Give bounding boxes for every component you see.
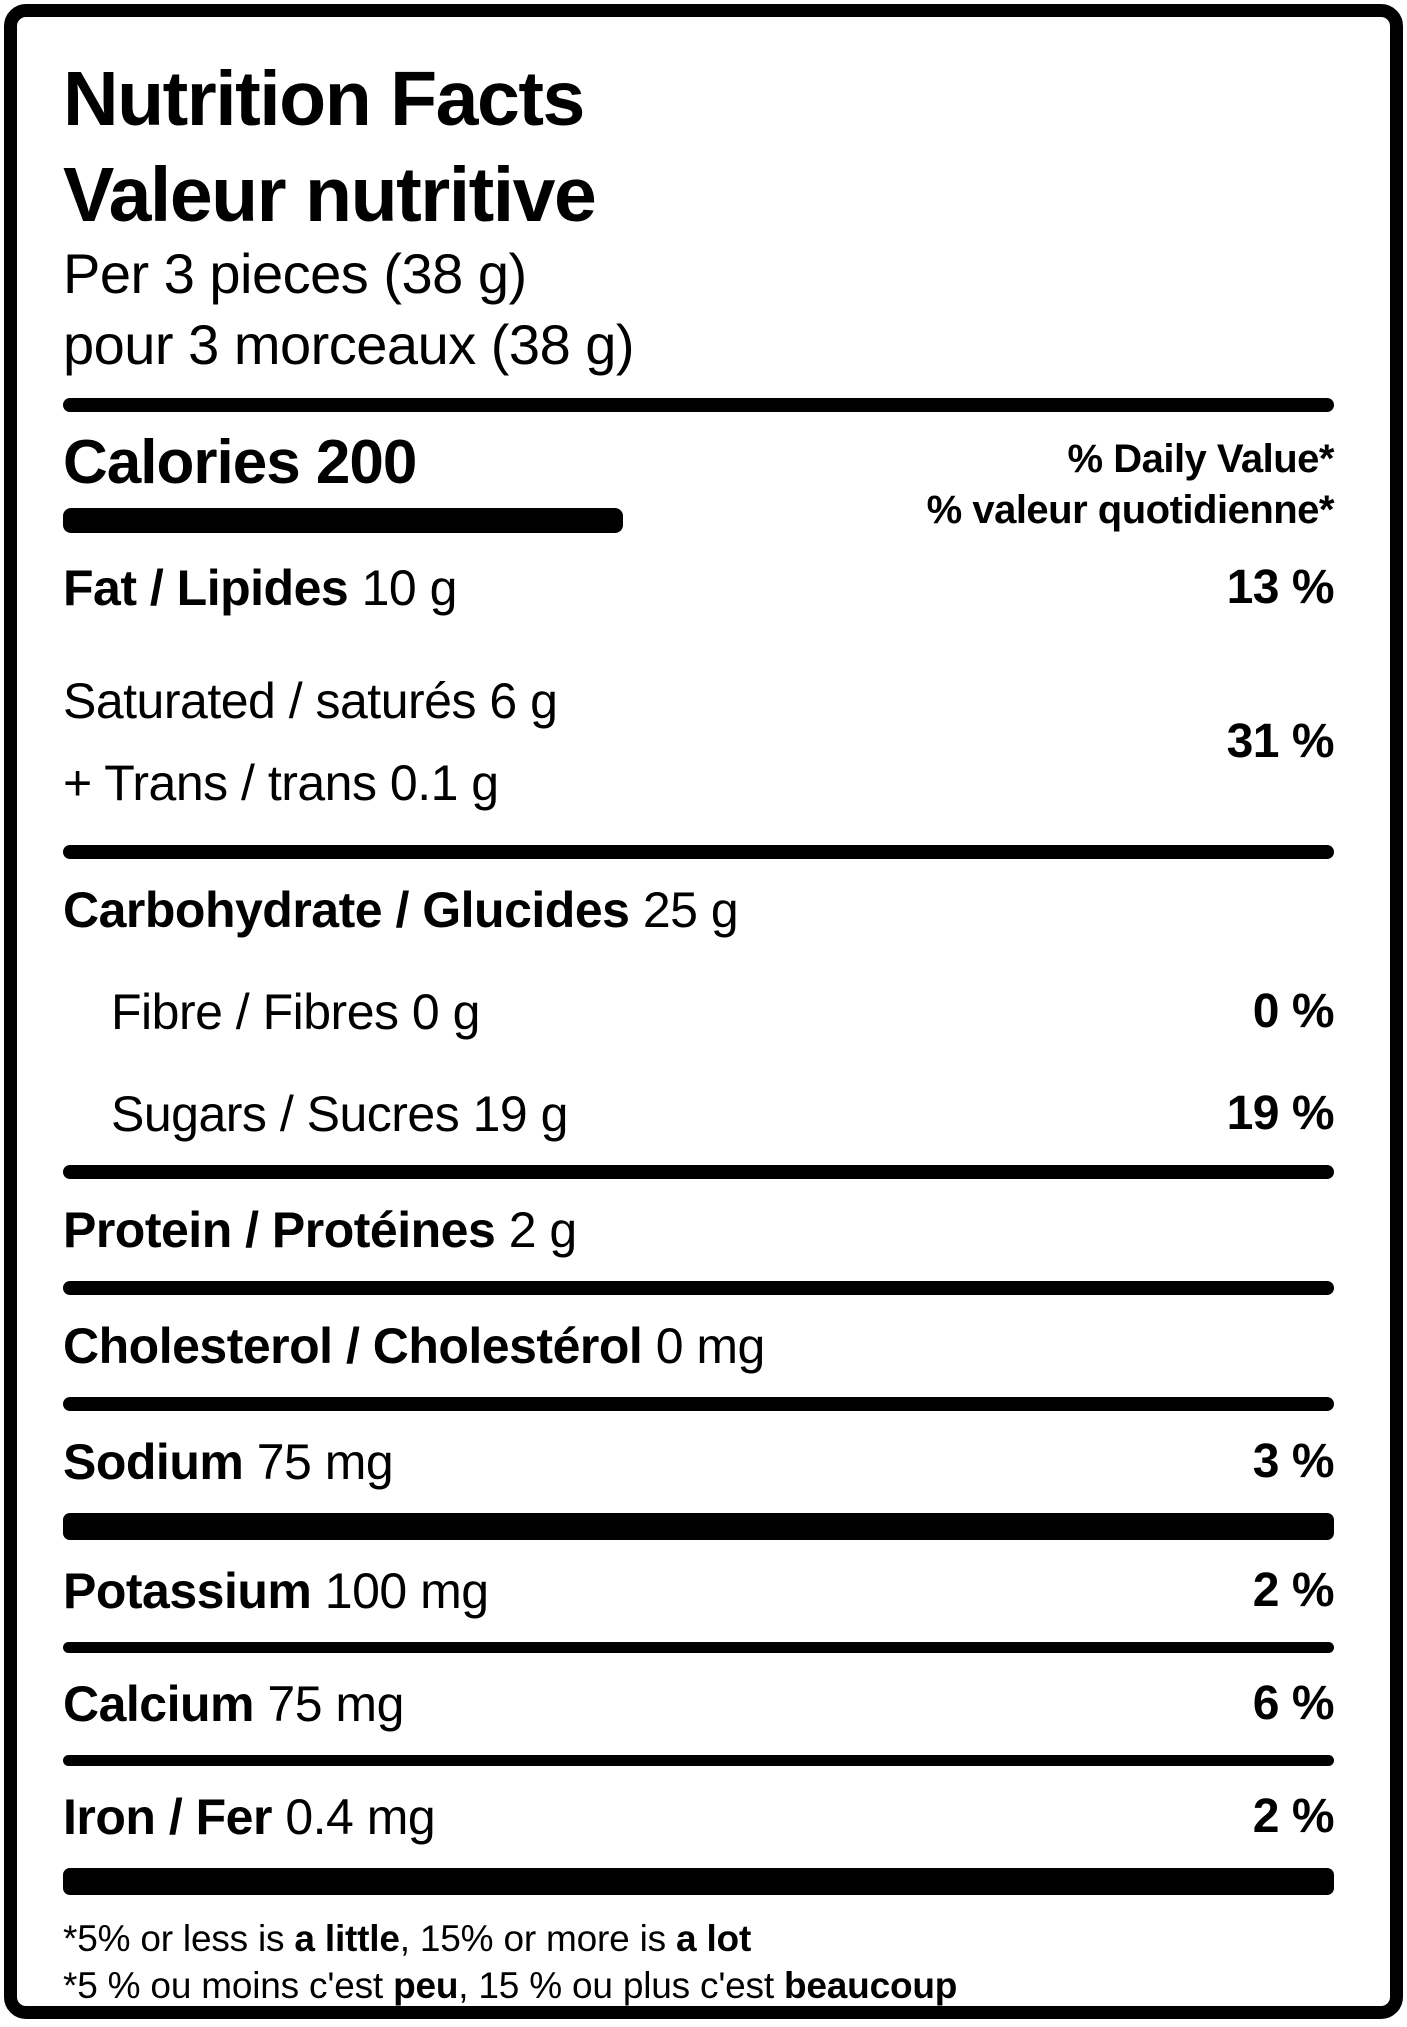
iron-percent: 2 % <box>1252 1790 1335 1843</box>
saturated-trans-percent: 31 % <box>1226 715 1335 768</box>
cholesterol-name: Cholesterol / Cholestérol <box>63 1317 643 1374</box>
footnote-fr-mid: , 15 % ou plus c'est <box>458 1964 785 2006</box>
trans-name: + Trans / trans <box>63 754 377 811</box>
sugars-amount: 19 g <box>472 1085 569 1142</box>
potassium-label: Potassium 100 mg <box>63 1561 489 1621</box>
protein-label: Protein / Protéines 2 g <box>63 1200 577 1260</box>
potassium-percent: 2 % <box>1252 1564 1335 1617</box>
divider-sodium-thick <box>63 1512 1334 1540</box>
fat-amount: 10 g <box>361 559 458 616</box>
saturated-trans-lines: Saturated / saturés 6 g + Trans / trans … <box>63 660 558 824</box>
title-en: Nutrition Facts <box>63 56 585 142</box>
row-calcium: Calcium 75 mg 6 % <box>63 1653 1335 1755</box>
saturated-amount: 6 g <box>489 672 558 729</box>
calories-text: Calories 200 <box>63 432 623 494</box>
fibre-percent: 0 % <box>1252 985 1335 1038</box>
footnote-en-bold2: a lot <box>676 1917 752 1959</box>
sugars-percent: 19 % <box>1226 1087 1335 1140</box>
protein-name: Protein / Protéines <box>63 1201 496 1258</box>
trans-amount: 0.1 g <box>389 754 499 811</box>
footnote: *5% or less is a little, 15% or more is … <box>63 1915 1334 2007</box>
footnote-fr-bold2: beaucoup <box>784 1964 958 2006</box>
footnote-fr-bold1: peu <box>393 1964 459 2006</box>
footnote-en-bold1: a little <box>294 1917 400 1959</box>
carbohydrate-amount: 25 g <box>642 881 739 938</box>
trans-label: + Trans / trans 0.1 g <box>63 742 557 824</box>
serving-size-fr: pour 3 morceaux (38 g) <box>63 313 635 377</box>
row-carbohydrate: Carbohydrate / Glucides 25 g <box>63 859 1334 961</box>
row-fibre: Fibre / Fibres 0 g 0 % <box>63 961 1335 1063</box>
nutrition-facts-label: Nutrition Facts Valeur nutritive Per 3 p… <box>4 4 1403 2019</box>
row-protein: Protein / Protéines 2 g <box>63 1179 1334 1281</box>
calories-block: Calories 200 <box>63 432 623 534</box>
footnote-fr: *5 % ou moins c'est peu, 15 % ou plus c'… <box>63 1962 1334 2006</box>
row-potassium: Potassium 100 mg 2 % <box>63 1540 1335 1642</box>
carbohydrate-name: Carbohydrate / Glucides <box>63 881 630 938</box>
divider-potassium <box>63 1641 1334 1653</box>
sodium-percent: 3 % <box>1252 1435 1335 1488</box>
fat-percent: 13 % <box>1226 561 1335 614</box>
saturated-label: Saturated / saturés 6 g <box>63 660 558 742</box>
title-fr: Valeur nutritive <box>63 151 597 238</box>
footnote-en-mid: , 15% or more is <box>399 1917 676 1959</box>
fibre-label: Fibre / Fibres 0 g <box>63 982 480 1042</box>
cholesterol-amount: 0 mg <box>655 1317 766 1374</box>
footnote-fr-pre: *5 % ou moins c'est <box>63 1964 394 2006</box>
protein-amount: 2 g <box>508 1201 578 1258</box>
fibre-amount: 0 g <box>411 983 481 1040</box>
sodium-label: Sodium 75 mg <box>63 1432 394 1492</box>
divider-iron-thick <box>63 1867 1334 1895</box>
sugars-label: Sugars / Sucres 19 g <box>63 1084 568 1144</box>
saturated-name: Saturated / saturés <box>63 672 476 729</box>
iron-amount: 0.4 mg <box>285 1788 436 1845</box>
daily-value-header-en: % Daily Value* <box>1067 437 1335 482</box>
potassium-name: Potassium <box>63 1562 312 1619</box>
iron-name: Iron / Fer <box>63 1788 272 1845</box>
carbohydrate-label: Carbohydrate / Glucides 25 g <box>63 880 739 940</box>
potassium-amount: 100 mg <box>324 1562 489 1619</box>
calories-label: Calories <box>63 428 301 498</box>
calories-value: 200 <box>315 428 417 498</box>
row-sodium: Sodium 75 mg 3 % <box>63 1411 1335 1513</box>
daily-value-header-fr: % valeur quotidienne* <box>926 488 1335 533</box>
divider-calcium <box>63 1754 1334 1766</box>
serving-size-en: Per 3 pieces (38 g) <box>63 242 527 306</box>
calories-underline-bar <box>63 508 623 534</box>
calories-section: Calories 200 % Daily Value* % valeur quo… <box>63 432 1335 536</box>
divider-protein <box>63 1280 1334 1295</box>
iron-label: Iron / Fer 0.4 mg <box>63 1787 436 1847</box>
fat-label: Fat / Lipides 10 g <box>63 558 457 618</box>
sodium-name: Sodium <box>63 1433 244 1490</box>
calcium-percent: 6 % <box>1252 1677 1335 1730</box>
row-saturated-trans: Saturated / saturés 6 g + Trans / trans … <box>63 639 1335 845</box>
divider-carbohydrate <box>63 1164 1334 1179</box>
divider-fat <box>63 844 1334 859</box>
calcium-label: Calcium 75 mg <box>63 1674 404 1734</box>
row-fat: Fat / Lipides 10 g 13 % <box>63 537 1335 639</box>
footnote-en-pre: *5% or less is <box>63 1917 295 1959</box>
footnote-en: *5% or less is a little, 15% or more is … <box>63 1915 1334 1962</box>
divider-cholesterol <box>63 1396 1334 1411</box>
fibre-name: Fibre / Fibres <box>111 983 399 1040</box>
calcium-amount: 75 mg <box>267 1675 404 1732</box>
row-cholesterol: Cholesterol / Cholestérol 0 mg <box>63 1295 1334 1397</box>
cholesterol-label: Cholesterol / Cholestérol 0 mg <box>63 1316 765 1376</box>
fat-name: Fat / Lipides <box>63 559 349 616</box>
divider-serving <box>63 398 1334 413</box>
row-iron: Iron / Fer 0.4 mg 2 % <box>63 1766 1335 1868</box>
sodium-amount: 75 mg <box>256 1433 394 1490</box>
sugars-name: Sugars / Sucres <box>111 1085 460 1142</box>
calcium-name: Calcium <box>63 1675 255 1732</box>
row-sugars: Sugars / Sucres 19 g 19 % <box>63 1063 1335 1165</box>
daily-value-header: % Daily Value* % valeur quotidienne* <box>926 432 1335 536</box>
